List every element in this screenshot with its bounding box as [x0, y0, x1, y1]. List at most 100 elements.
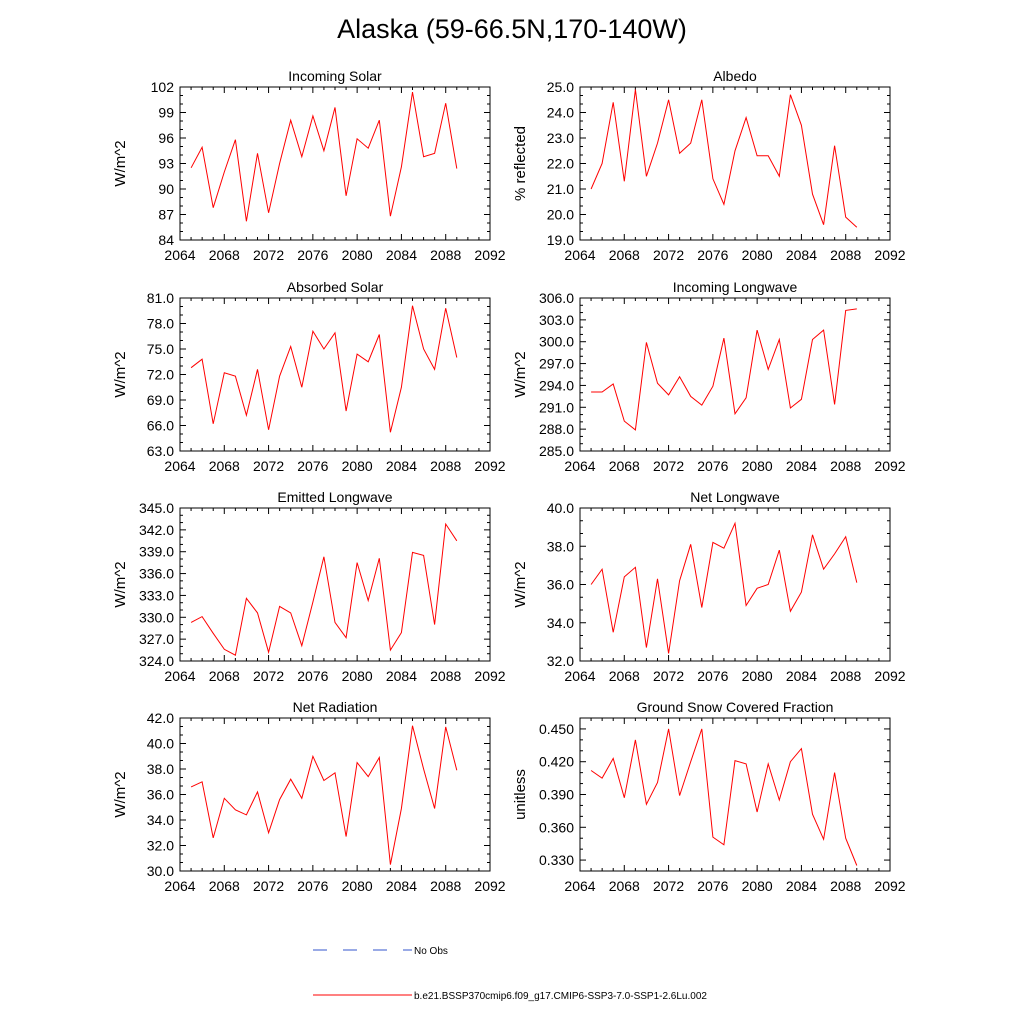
y-tick-label: 36.0: [147, 787, 174, 803]
x-tick-label: 2088: [830, 247, 861, 263]
panel-title: Absorbed Solar: [287, 279, 384, 295]
panel-title: Emitted Longwave: [277, 489, 392, 505]
chart-panel-emitted-longwave: Emitted Longwave W/m^2 2064 2068 2072 2076 208…: [112, 489, 506, 684]
x-tick-label: 2080: [342, 878, 373, 894]
y-tick-label: 32.0: [547, 653, 574, 669]
y-tick-label: 333.0: [139, 587, 174, 603]
panel-title: Incoming Solar: [288, 68, 382, 84]
x-tick-label: 2064: [564, 247, 595, 263]
y-axis-label: W/m^2: [512, 351, 529, 397]
y-tick-label: 291.0: [539, 399, 574, 415]
y-tick-label: 19.0: [547, 232, 574, 248]
y-tick-label: 22.0: [547, 156, 574, 172]
series-line: [590, 89, 858, 228]
y-axis-label: W/m^2: [112, 561, 129, 607]
x-tick-label: 2084: [786, 247, 817, 263]
y-axis-label: W/m^2: [512, 561, 529, 607]
y-tick-label: 38.0: [547, 538, 574, 554]
y-tick-label: 72.0: [147, 367, 174, 383]
series-line: [190, 92, 458, 222]
x-tick-label: 2064: [164, 878, 195, 894]
x-tick-label: 2076: [297, 458, 328, 474]
panel-title: Incoming Longwave: [673, 279, 798, 295]
x-tick-label: 2068: [609, 247, 640, 263]
y-tick-label: 21.0: [547, 181, 574, 197]
x-tick-label: 2072: [653, 458, 684, 474]
x-tick-label: 2084: [386, 458, 417, 474]
y-tick-label: 330.0: [139, 609, 174, 625]
y-tick-label: 24.0: [547, 105, 574, 121]
panel-title: Albedo: [713, 68, 757, 84]
x-tick-label: 2068: [209, 247, 240, 263]
x-tick-label: 2080: [342, 458, 373, 474]
chart-panel-absorbed-solar: Absorbed Solar W/m^2 2064 2068 2072 2076 2080 2…: [112, 279, 506, 474]
y-tick-label: 36.0: [547, 577, 574, 593]
x-tick-label: 2088: [830, 668, 861, 684]
y-tick-label: 81.0: [147, 290, 174, 306]
y-tick-label: 87: [158, 207, 174, 223]
x-tick-label: 2092: [474, 458, 505, 474]
x-tick-label: 2072: [653, 247, 684, 263]
panel-title: Ground Snow Covered Fraction: [637, 699, 834, 715]
chart-panel-ground-snow-covered-fraction: Ground Snow Covered Fraction unitless 2064…: [512, 699, 906, 894]
plot-frame: [179, 507, 491, 662]
y-tick-label: 40.0: [547, 500, 574, 516]
x-tick-label: 2068: [209, 458, 240, 474]
y-tick-label: 75.0: [147, 341, 174, 357]
y-tick-label: 38.0: [147, 761, 174, 777]
y-tick-label: 303.0: [539, 312, 574, 328]
y-tick-label: 342.0: [139, 522, 174, 538]
y-tick-label: 93: [158, 156, 174, 172]
y-axis-label: W/m^2: [112, 771, 129, 817]
y-tick-label: 102: [151, 79, 175, 95]
x-tick-label: 2092: [474, 247, 505, 263]
series-line: [190, 305, 458, 433]
chart-panel-incoming-solar: Incoming Solar W/m^2 2064 2068 2072 2076 2080 2…: [112, 68, 506, 263]
x-tick-label: 2064: [564, 668, 595, 684]
y-tick-label: 0.390: [539, 787, 574, 803]
x-tick-label: 2092: [474, 668, 505, 684]
x-tick-label: 2076: [697, 878, 728, 894]
x-tick-label: 2072: [253, 458, 284, 474]
x-tick-label: 2080: [742, 668, 773, 684]
y-tick-label: 0.360: [539, 819, 574, 835]
y-tick-label: 23.0: [547, 130, 574, 146]
y-tick-label: 90: [158, 181, 174, 197]
y-tick-label: 336.0: [139, 566, 174, 582]
chart-panel-net-radiation: Net Radiation W/m^2 2064 2068 2072 2076 2080 20…: [112, 699, 506, 894]
plot-frame: [579, 717, 891, 872]
x-tick-label: 2080: [742, 878, 773, 894]
x-tick-label: 2084: [386, 668, 417, 684]
y-tick-label: 345.0: [139, 500, 174, 516]
x-tick-label: 2092: [474, 878, 505, 894]
chart-panel-albedo: Albedo % reflected 2064 2068 2072 2076 2080 208…: [512, 68, 906, 263]
x-tick-label: 2084: [386, 878, 417, 894]
legend: No Obs b.e21.BSSP370cmip6.f09_g17.CMIP6-…: [313, 946, 707, 1002]
x-tick-label: 2084: [786, 668, 817, 684]
y-tick-label: 96: [158, 130, 174, 146]
x-tick-label: 2092: [874, 247, 905, 263]
y-tick-label: 300.0: [539, 334, 574, 350]
x-tick-label: 2080: [742, 458, 773, 474]
x-tick-label: 2084: [386, 247, 417, 263]
x-tick-label: 2076: [697, 668, 728, 684]
x-tick-label: 2064: [564, 458, 595, 474]
x-tick-label: 2084: [786, 878, 817, 894]
x-tick-label: 2072: [253, 668, 284, 684]
y-tick-label: 288.0: [539, 421, 574, 437]
y-tick-label: 40.0: [147, 736, 174, 752]
x-tick-label: 2076: [297, 668, 328, 684]
x-tick-label: 2088: [830, 458, 861, 474]
x-tick-label: 2068: [209, 878, 240, 894]
series-line: [190, 522, 458, 656]
x-tick-label: 2064: [164, 247, 195, 263]
y-tick-label: 294.0: [539, 377, 574, 393]
y-tick-label: 63.0: [147, 443, 174, 459]
x-tick-label: 2064: [564, 878, 595, 894]
y-tick-label: 0.450: [539, 721, 574, 737]
x-tick-label: 2072: [253, 247, 284, 263]
x-tick-label: 2088: [430, 668, 461, 684]
x-tick-label: 2088: [830, 878, 861, 894]
y-tick-label: 84: [158, 232, 174, 248]
plot-frame: [579, 507, 891, 662]
